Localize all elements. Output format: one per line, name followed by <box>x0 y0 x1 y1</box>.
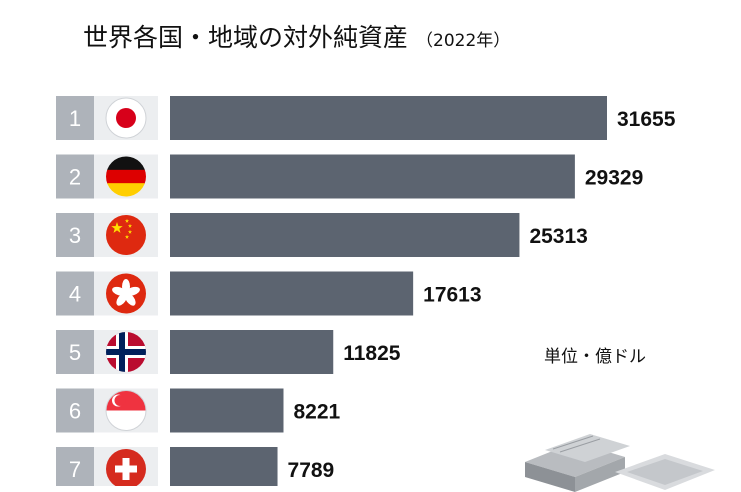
rank-box <box>56 330 94 374</box>
bar <box>170 154 575 199</box>
page-title: 世界各国・地域の対外純資産 （2022年） <box>83 18 510 54</box>
data-label: 31655 <box>617 108 676 131</box>
rank-box <box>56 271 94 316</box>
rank-box <box>56 213 94 257</box>
data-label: 17613 <box>423 284 481 307</box>
data-label: 11825 <box>343 342 401 365</box>
bar <box>170 330 334 374</box>
bar-row: 2 29329 <box>56 154 643 199</box>
bar-row: 4 17613 <box>56 271 482 316</box>
data-label: 29329 <box>585 167 643 190</box>
bar <box>170 96 607 140</box>
rank-label: 4 <box>69 282 81 307</box>
data-label: 8221 <box>293 401 340 424</box>
rank-label: 1 <box>69 106 81 131</box>
bar <box>170 388 284 433</box>
rank-box <box>56 96 94 140</box>
bar-row: 7 7789 <box>56 447 334 486</box>
bar <box>170 213 520 257</box>
switzerland-flag-icon <box>106 449 146 486</box>
rank-box <box>56 154 94 199</box>
data-label: 7789 <box>288 459 335 482</box>
bar-row: 6 8221 <box>56 388 341 433</box>
bar-row: 5 11825 <box>56 330 401 374</box>
rank-box <box>56 388 94 433</box>
data-label: 25313 <box>529 225 587 248</box>
hong-kong-flag-icon <box>106 273 146 314</box>
unit-label: 単位・億ドル <box>544 347 646 367</box>
money-stack-illustration <box>525 434 715 492</box>
bar-row: 1 31655 <box>56 96 676 140</box>
bar <box>170 447 278 486</box>
bar-row: 3 25313 <box>56 213 588 257</box>
rank-label: 6 <box>69 399 81 424</box>
bar <box>170 271 414 316</box>
rank-box <box>56 447 94 486</box>
germany-flag-icon <box>106 156 146 197</box>
rank-label: 7 <box>69 457 81 482</box>
japan-flag-icon <box>106 98 146 138</box>
title-main: 世界各国・地域の対外純資産 <box>83 23 409 52</box>
title-year: （2022年） <box>416 31 511 51</box>
rank-label: 3 <box>69 223 81 248</box>
singapore-flag-icon <box>106 390 146 431</box>
rank-label: 5 <box>69 340 81 365</box>
rank-label: 2 <box>69 165 81 190</box>
china-flag-icon <box>106 215 146 255</box>
norway-flag-icon <box>106 332 146 372</box>
